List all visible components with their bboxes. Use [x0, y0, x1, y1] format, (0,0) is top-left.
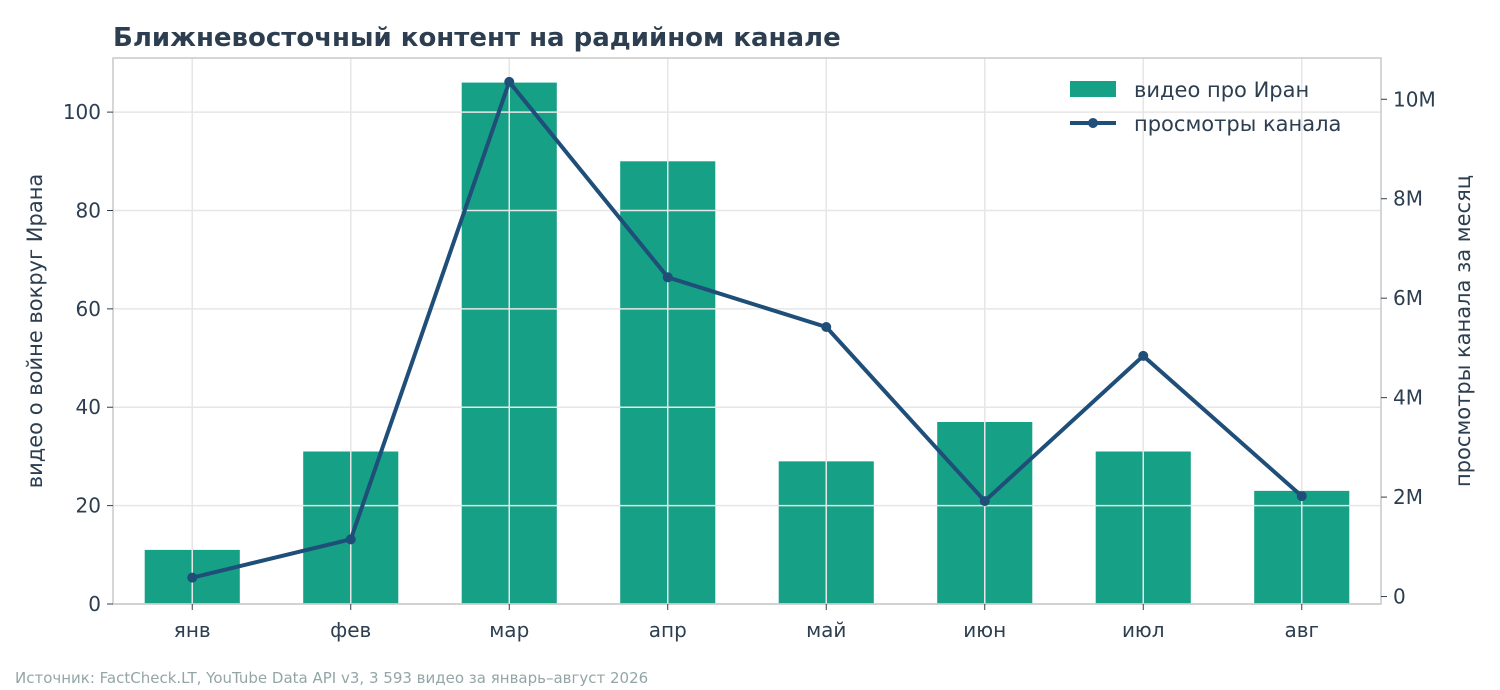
- y-tick-label: 60: [76, 297, 101, 321]
- legend: видео про Иран просмотры канала: [1070, 78, 1341, 136]
- chart-title: Ближневосточный контент на радийном кана…: [113, 23, 841, 53]
- line-point-мар: [504, 76, 515, 87]
- line-point-июн: [979, 496, 990, 507]
- line-point-авг: [1296, 491, 1307, 502]
- line-point-фев: [345, 534, 356, 545]
- bars-layer: [144, 82, 1350, 604]
- y2-axis-ticks: 0 2M 4M 6M 8M 10M: [1381, 87, 1436, 609]
- x-tick-label: авг: [1284, 618, 1319, 642]
- y-tick-label: 0: [88, 592, 101, 616]
- x-axis-ticks: янв фев мар апр май июн июл авг: [174, 604, 1319, 642]
- y2-tick-label: 8M: [1393, 187, 1423, 211]
- line-point-июл: [1138, 350, 1149, 361]
- x-tick-label: янв: [174, 618, 211, 642]
- y-axis-ticks: 0 20 40 60 80 100: [63, 100, 113, 616]
- legend-label-line: просмотры канала: [1134, 112, 1341, 136]
- x-tick-label: май: [806, 618, 846, 642]
- y2-tick-label: 0: [1393, 585, 1406, 609]
- y-tick-label: 40: [76, 395, 101, 419]
- x-tick-label: июн: [963, 618, 1006, 642]
- y-axis-label: видео о войне вокруг Ирана: [23, 174, 47, 489]
- line-point-май: [821, 322, 832, 333]
- legend-swatch-bar: [1070, 81, 1116, 97]
- legend-swatch-marker: [1088, 118, 1098, 128]
- x-tick-label: фев: [330, 618, 371, 642]
- line-layer: [187, 76, 1307, 583]
- x-tick-label: июл: [1122, 618, 1165, 642]
- x-tick-label: апр: [649, 618, 687, 642]
- x-tick-label: мар: [489, 618, 529, 642]
- y2-tick-label: 2M: [1393, 485, 1423, 509]
- y-tick-label: 80: [76, 198, 101, 222]
- y2-tick-label: 4M: [1393, 386, 1423, 410]
- y2-tick-label: 10M: [1393, 87, 1436, 111]
- line-point-апр: [662, 272, 673, 283]
- y-tick-label: 20: [76, 494, 101, 518]
- y2-axis-label: просмотры канала за месяц: [1451, 175, 1475, 487]
- source-note: Источник: FactCheck.LT, YouTube Data API…: [15, 669, 648, 687]
- y2-tick-label: 6M: [1393, 286, 1423, 310]
- plot-frame: [112, 57, 1382, 605]
- y-tick-label: 100: [63, 100, 101, 124]
- line-point-янв: [187, 572, 198, 583]
- legend-label-bar: видео про Иран: [1134, 78, 1309, 102]
- line-series-views: [191, 79, 1304, 580]
